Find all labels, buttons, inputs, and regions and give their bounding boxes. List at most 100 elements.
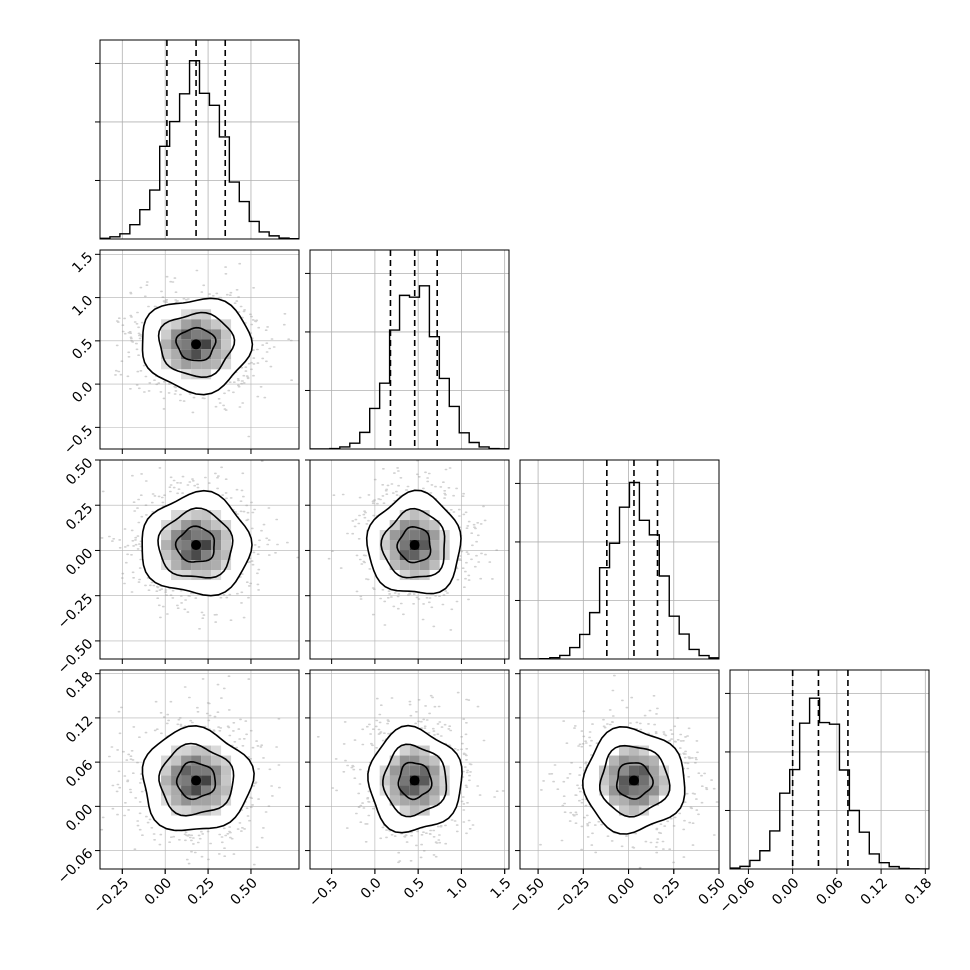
density-cell <box>201 369 212 380</box>
density-cell <box>221 349 232 360</box>
density-cell <box>419 785 430 796</box>
density-cell <box>201 339 212 350</box>
x-tick-label-2-1: −0.25 <box>552 875 594 917</box>
density-cell <box>161 540 172 551</box>
contour-line-0 <box>141 297 254 396</box>
density-cell <box>429 755 440 766</box>
density-cell <box>429 795 440 806</box>
density-cell <box>379 775 390 786</box>
density-cell <box>439 775 450 786</box>
density-cell <box>638 785 649 796</box>
density-cell <box>409 570 420 581</box>
density-cell <box>161 755 172 766</box>
density-cell <box>648 795 659 806</box>
density-cell <box>211 520 222 531</box>
density-cell <box>191 560 202 571</box>
density-cell <box>389 795 400 806</box>
contour-line-1 <box>382 743 448 818</box>
density-cell <box>221 765 232 776</box>
y-tick-label-2-0: −0.50 <box>55 636 97 678</box>
density-cell <box>211 510 222 521</box>
density-cell <box>419 560 430 571</box>
density-cell <box>439 785 450 796</box>
density-peak <box>191 775 202 786</box>
density-cell <box>429 775 440 786</box>
y-tick-label-1-2: 0.5 <box>69 336 96 363</box>
density-cell <box>181 349 192 360</box>
x-tick-label-0-2: 0.25 <box>185 875 218 908</box>
contour-line-2 <box>397 761 433 801</box>
density-cell <box>181 785 192 796</box>
density-cell <box>429 765 440 776</box>
density-cell <box>181 775 192 786</box>
density-cell <box>181 560 192 571</box>
density-cell <box>221 785 232 796</box>
density-cell <box>181 510 192 521</box>
density-cell <box>201 550 212 561</box>
x-tick-label-3-3: 0.12 <box>858 875 891 908</box>
density-cell <box>201 560 212 571</box>
panel-frame <box>99 669 300 870</box>
density-cell <box>638 805 649 816</box>
density-cell <box>628 795 639 806</box>
density-cell <box>419 775 430 786</box>
density-cell <box>221 560 232 571</box>
density-cell <box>201 349 212 360</box>
density-cell <box>181 795 192 806</box>
y-tick-label-1-1: 0.0 <box>69 379 96 406</box>
hist-panel-0 <box>95 39 300 240</box>
density-cell <box>181 745 192 756</box>
density-cell <box>608 755 619 766</box>
density-cell <box>161 765 172 776</box>
scatter-panel-1-2 <box>305 459 510 664</box>
x-tick-label-2-0: −0.50 <box>506 875 548 917</box>
density-cell <box>201 510 212 521</box>
y-tick-label-2-3: 0.25 <box>63 500 96 533</box>
density-cell <box>211 530 222 541</box>
density-cell <box>221 339 232 350</box>
density-cell <box>201 755 212 766</box>
density-cell <box>658 785 669 796</box>
density-cell <box>211 755 222 766</box>
density-cell <box>648 775 659 786</box>
contour-line-2 <box>175 326 217 362</box>
density-cell <box>171 785 182 796</box>
density-cell <box>191 755 202 766</box>
density-cell <box>419 765 430 776</box>
density-cell <box>201 540 212 551</box>
density-cell <box>419 540 430 551</box>
density-cell <box>618 755 629 766</box>
panel-frame <box>519 669 720 870</box>
panel-frame <box>309 459 510 660</box>
density-cell <box>181 339 192 350</box>
density-cell <box>211 570 222 581</box>
contour-line-1 <box>157 507 234 579</box>
density-cell <box>638 745 649 756</box>
panel-frame <box>99 459 300 660</box>
scatter-panel-2-3 <box>515 669 720 874</box>
density-cell <box>201 765 212 776</box>
density-peak <box>409 775 420 786</box>
density-cell <box>191 369 202 380</box>
density-cell <box>598 775 609 786</box>
density-cell <box>201 795 212 806</box>
scatter-panel-0-3 <box>95 669 300 874</box>
density-cell <box>389 530 400 541</box>
density-cell <box>409 785 420 796</box>
density-cell <box>201 520 212 531</box>
density-cell <box>618 805 629 816</box>
density-cell <box>181 540 192 551</box>
density-cell <box>161 339 172 350</box>
density-cell <box>211 550 222 561</box>
hist-panel-3 <box>725 669 930 870</box>
density-cell <box>191 570 202 581</box>
density-cell <box>181 805 192 816</box>
density-cell <box>389 765 400 776</box>
density-cell <box>201 329 212 340</box>
density-cell <box>399 795 410 806</box>
density-cell <box>618 745 629 756</box>
density-cell <box>618 765 629 776</box>
density-cell <box>638 795 649 806</box>
density-cell <box>171 805 182 816</box>
